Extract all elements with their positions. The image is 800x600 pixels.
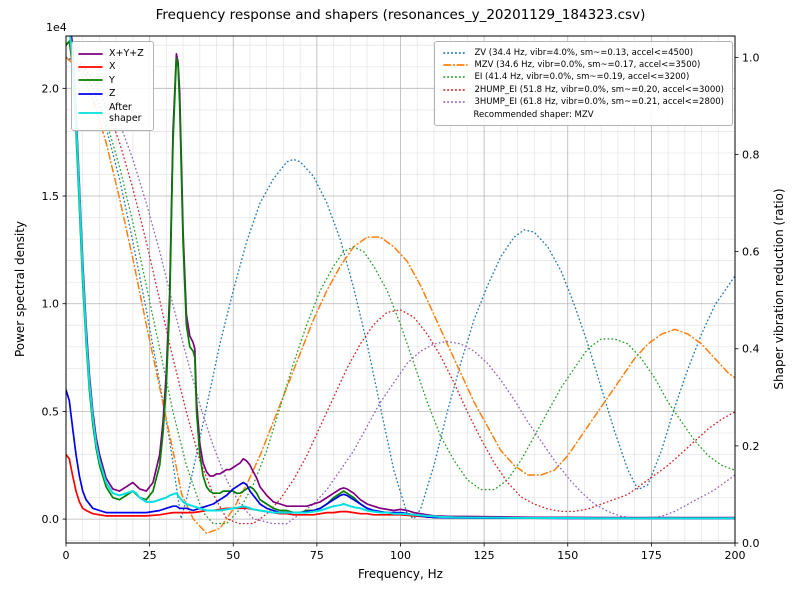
- legend-entry-2hump_ei: 2HUMP_EI (51.8 Hz, vibr=0.0%, sm~=0.20, …: [443, 85, 724, 95]
- legend-entry-3hump_ei: 3HUMP_EI (61.8 Hz, vibr=0.0%, sm~=0.21, …: [443, 97, 724, 107]
- x-tick-label: 150: [557, 549, 578, 562]
- legend-entry-y: Y: [78, 75, 144, 86]
- legend-label: 2HUMP_EI (51.8 Hz, vibr=0.0%, sm~=0.20, …: [474, 84, 724, 95]
- y-left-offset-text: 1e4: [46, 21, 67, 34]
- tick-labels: 0 25 50 75 100 125 150 175 2000.00.51.01.52.00.0…: [42, 51, 760, 562]
- y-right-axis-label: Shaper vibration reduction (ratio): [772, 188, 786, 390]
- x-tick-label: 100: [390, 549, 411, 562]
- legend-entry-zv: ZV (34.4 Hz, vibr=4.0%, sm~=0.13, accel<…: [443, 48, 724, 58]
- legend-swatch: [78, 93, 103, 95]
- series-after_shaper: [69, 36, 735, 520]
- x-tick-label: 0: [63, 549, 70, 562]
- x-tick-label: 75: [310, 549, 324, 562]
- y-right-tick-label: 0.2: [742, 440, 760, 453]
- plot-area: [66, 36, 735, 535]
- legend-swatch: [443, 52, 469, 54]
- x-tick-label: 25: [143, 549, 157, 562]
- legend-label: X: [109, 61, 116, 73]
- legend-entry-ei: EI (41.4 Hz, vibr=0.0%, sm~=0.19, accel<…: [443, 72, 724, 82]
- legend-label: EI (41.4 Hz, vibr=0.0%, sm~=0.19, accel<…: [474, 72, 690, 83]
- legend-label: 3HUMP_EI (61.8 Hz, vibr=0.0%, sm~=0.21, …: [474, 96, 724, 107]
- legend-label: After shaper: [109, 101, 142, 124]
- legend-entry-sum: X+Y+Z: [78, 48, 144, 59]
- legend-swatch: [443, 88, 469, 91]
- x-tick-label: 125: [474, 549, 495, 562]
- legend-swatch: [78, 79, 103, 82]
- legend-swatch: [443, 76, 469, 79]
- legend-swatch: [443, 64, 469, 67]
- series-sum: [70, 36, 735, 519]
- recommended-shaper-note: Recommended shaper: MZV: [473, 109, 594, 120]
- x-axis-label: Frequency, Hz: [358, 567, 443, 581]
- y-right-tick-label: 0.4: [742, 343, 760, 356]
- legend-entry-z: Z: [78, 88, 144, 99]
- legend-psd: X+Y+Z X Y Z After shaper: [71, 41, 154, 132]
- legend-label: Z: [109, 88, 116, 100]
- y-right-tick-label: 0.0: [742, 537, 760, 550]
- series-ei: [66, 56, 735, 525]
- y-left-tick-label: 0.5: [42, 405, 60, 418]
- legend-entry-mzv: MZV (34.6 Hz, vibr=0.0%, sm~=0.17, accel…: [443, 60, 724, 70]
- series-3hump_ei: [66, 56, 735, 525]
- legend-shapers: ZV (34.4 Hz, vibr=4.0%, sm~=0.13, accel<…: [434, 41, 733, 126]
- legend-label: Y: [109, 74, 115, 86]
- x-tick-label: 200: [725, 549, 746, 562]
- legend-entry-x: X: [78, 61, 144, 72]
- y-right-tick-label: 0.6: [742, 246, 760, 259]
- legend-swatch: [78, 66, 103, 68]
- x-tick-label: 50: [226, 549, 240, 562]
- y-left-tick-label: 1.0: [42, 298, 60, 311]
- legend-swatch: [78, 112, 103, 114]
- y-left-tick-label: 0.0: [42, 513, 60, 526]
- legend-swatch: [443, 100, 469, 103]
- y-left-tick-label: 2.0: [42, 82, 60, 95]
- y-left-tick-label: 1.5: [42, 190, 60, 203]
- legend-label: X+Y+Z: [109, 48, 144, 59]
- legend-swatch: [78, 52, 103, 55]
- series-mzv: [66, 56, 735, 535]
- legend-label: MZV (34.6 Hz, vibr=0.0%, sm~=0.17, accel…: [474, 60, 701, 71]
- y-right-tick-label: 1.0: [742, 51, 760, 64]
- x-tick-label: 175: [641, 549, 662, 562]
- legend-entry-after_shaper: After shaper: [78, 102, 144, 125]
- y-right-tick-label: 0.8: [742, 148, 760, 161]
- y-left-axis-label: Power spectral density: [13, 220, 27, 358]
- series-2hump_ei: [66, 56, 735, 525]
- legend-label: ZV (34.4 Hz, vibr=4.0%, sm~=0.13, accel<…: [474, 48, 694, 58]
- chart-title: Frequency response and shapers (resonanc…: [155, 7, 646, 23]
